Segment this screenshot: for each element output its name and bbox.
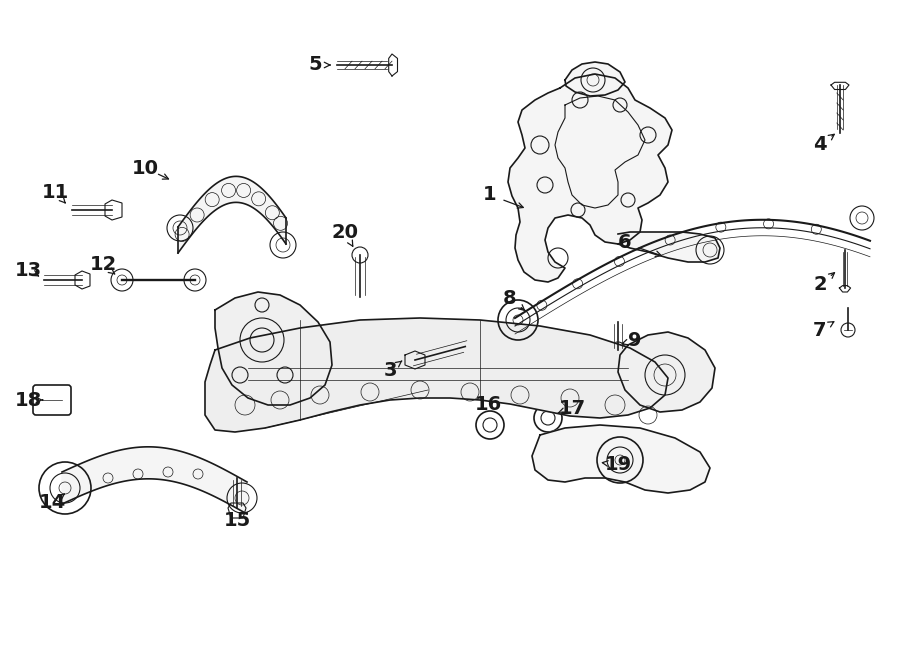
Text: 19: 19: [605, 455, 632, 475]
Text: 5: 5: [308, 56, 322, 75]
Polygon shape: [532, 425, 710, 493]
Text: 2: 2: [814, 276, 827, 295]
Text: 4: 4: [814, 136, 827, 155]
Polygon shape: [215, 292, 332, 405]
Text: 9: 9: [628, 330, 642, 350]
Polygon shape: [618, 232, 720, 262]
Polygon shape: [508, 74, 672, 282]
Text: 11: 11: [41, 182, 68, 202]
Text: 20: 20: [331, 223, 358, 243]
Polygon shape: [62, 447, 247, 514]
Text: 6: 6: [618, 233, 632, 253]
Polygon shape: [178, 176, 286, 253]
Text: 7: 7: [814, 321, 827, 340]
Text: 15: 15: [223, 510, 250, 529]
Text: 16: 16: [474, 395, 501, 414]
Text: 18: 18: [14, 391, 41, 410]
Polygon shape: [618, 332, 715, 412]
Polygon shape: [205, 318, 668, 432]
Text: 17: 17: [558, 399, 586, 418]
Text: 13: 13: [14, 260, 41, 280]
Text: 14: 14: [39, 494, 66, 512]
Text: 1: 1: [483, 186, 497, 204]
Polygon shape: [565, 62, 625, 96]
Text: 12: 12: [89, 256, 117, 274]
Text: 3: 3: [383, 360, 397, 379]
Text: 10: 10: [131, 159, 158, 178]
Text: 8: 8: [503, 288, 517, 307]
